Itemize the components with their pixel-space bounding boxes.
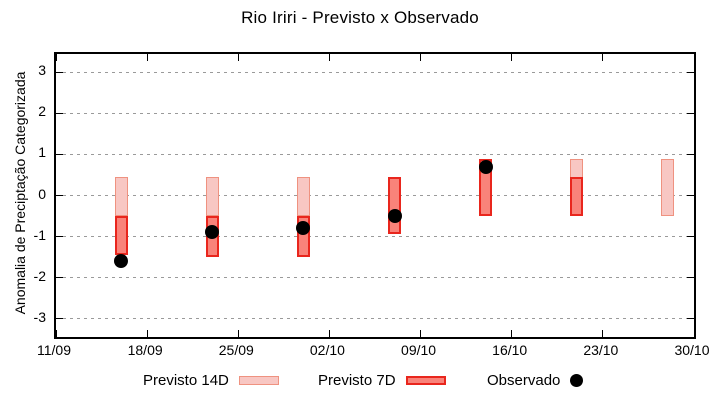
chart-title: Rio Iriri - Previsto x Observado xyxy=(241,8,479,27)
y-tick-right xyxy=(687,71,694,73)
plot-area xyxy=(54,52,696,339)
gridline xyxy=(56,71,694,73)
x-tick-label: 09/10 xyxy=(401,342,437,358)
x-tick-label: 30/10 xyxy=(674,342,710,358)
legend-swatch-14d xyxy=(238,376,279,385)
observado-dot xyxy=(296,221,311,236)
y-tick-left xyxy=(56,318,63,320)
y-tick-label: 2 xyxy=(38,103,46,120)
x-tick-top xyxy=(602,54,604,61)
x-tick-top xyxy=(693,54,695,61)
y-tick-left xyxy=(56,153,63,155)
x-tick-label: 16/10 xyxy=(492,342,528,358)
x-tick-label: 02/10 xyxy=(309,342,345,358)
previsto-14d-bar xyxy=(296,177,310,216)
y-tick-right xyxy=(687,277,694,279)
legend-label: Previsto 7D xyxy=(318,372,396,389)
y-tick-left xyxy=(56,236,63,237)
x-tick-top xyxy=(420,54,422,61)
legend-item: Previsto 14D xyxy=(143,372,279,389)
legend-label: Observado xyxy=(487,372,561,389)
previsto-14d-bar xyxy=(661,158,675,216)
y-tick-label: 0 xyxy=(38,185,46,202)
x-tick-top xyxy=(146,54,148,61)
x-tick-label: 23/10 xyxy=(583,342,619,358)
x-tick-bottom xyxy=(146,330,148,337)
x-tick-bottom xyxy=(602,330,604,337)
gridline xyxy=(56,236,694,237)
gridline xyxy=(56,318,694,320)
legend-item: Previsto 7D xyxy=(318,372,446,389)
y-tick-left xyxy=(56,112,63,114)
observado-dot xyxy=(114,254,129,269)
previsto-14d-bar xyxy=(114,177,128,216)
y-tick-label: 1 xyxy=(38,144,46,161)
previsto-7d-bar xyxy=(570,177,584,216)
y-tick-label: 3 xyxy=(38,62,46,79)
y-tick-left xyxy=(56,71,63,73)
y-tick-right xyxy=(687,236,694,237)
x-tick-label: 18/09 xyxy=(127,342,163,358)
x-tick-label: 11/09 xyxy=(37,342,71,358)
gridline xyxy=(56,195,694,196)
observado-dot xyxy=(205,225,220,240)
y-tick-right xyxy=(687,112,694,114)
y-tick-label: -3 xyxy=(33,308,46,325)
y-tick-right xyxy=(687,153,694,155)
y-tick-left xyxy=(56,277,63,279)
legend-label: Previsto 14D xyxy=(143,372,229,389)
previsto-14d-bar xyxy=(205,177,219,216)
y-tick-right xyxy=(687,318,694,320)
x-tick-bottom xyxy=(511,330,513,337)
y-tick-label: -1 xyxy=(33,226,46,243)
x-tick-label: 25/09 xyxy=(218,342,254,358)
x-tick-top xyxy=(511,54,513,61)
x-tick-top xyxy=(237,54,239,61)
gridline xyxy=(56,277,694,279)
previsto-7d-bar xyxy=(388,177,402,235)
previsto-7d-bar xyxy=(114,216,128,255)
x-tick-bottom xyxy=(693,330,695,337)
legend: Previsto 14D Previsto 7D Observado xyxy=(0,372,720,394)
x-tick-top xyxy=(55,54,57,61)
x-tick-bottom xyxy=(55,330,57,337)
legend-swatch-dot xyxy=(570,374,584,387)
y-tick-right xyxy=(687,195,694,196)
y-tick-label: -2 xyxy=(33,267,46,284)
observado-dot xyxy=(478,159,493,174)
x-tick-bottom xyxy=(237,330,239,337)
legend-swatch-7d xyxy=(405,376,446,385)
x-tick-bottom xyxy=(328,330,330,337)
y-tick-left xyxy=(56,195,63,196)
observado-dot xyxy=(387,209,402,223)
legend-item: Observado xyxy=(487,372,584,389)
x-tick-bottom xyxy=(420,330,422,337)
gridline xyxy=(56,153,694,155)
x-tick-top xyxy=(328,54,330,61)
gridline xyxy=(56,112,694,114)
